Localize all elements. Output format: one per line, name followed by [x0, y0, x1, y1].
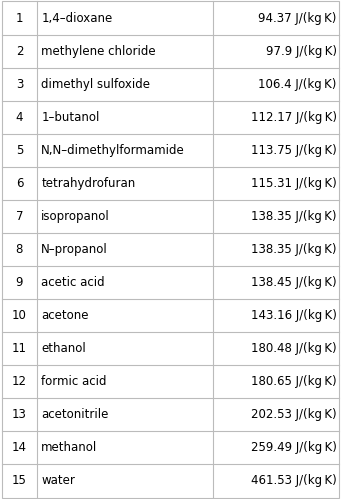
Text: 180.48 J/(kg K): 180.48 J/(kg K) [251, 342, 337, 355]
Text: N,N–dimethylformamide: N,N–dimethylformamide [41, 144, 185, 157]
Text: 1–butanol: 1–butanol [41, 111, 100, 124]
Text: 97.9 J/(kg K): 97.9 J/(kg K) [266, 44, 337, 57]
Text: 138.35 J/(kg K): 138.35 J/(kg K) [251, 243, 337, 256]
Text: 115.31 J/(kg K): 115.31 J/(kg K) [251, 177, 337, 190]
Text: 6: 6 [16, 177, 23, 190]
Text: tetrahydrofuran: tetrahydrofuran [41, 177, 135, 190]
Text: acetic acid: acetic acid [41, 276, 105, 289]
Text: 7: 7 [16, 210, 23, 223]
Text: 15: 15 [12, 475, 27, 488]
Text: 10: 10 [12, 309, 27, 322]
Text: 112.17 J/(kg K): 112.17 J/(kg K) [251, 111, 337, 124]
Text: ethanol: ethanol [41, 342, 86, 355]
Text: 143.16 J/(kg K): 143.16 J/(kg K) [251, 309, 337, 322]
Text: 14: 14 [12, 442, 27, 455]
Text: 1,4–dioxane: 1,4–dioxane [41, 11, 113, 24]
Text: 138.45 J/(kg K): 138.45 J/(kg K) [251, 276, 337, 289]
Text: 5: 5 [16, 144, 23, 157]
Text: formic acid: formic acid [41, 375, 107, 388]
Text: isopropanol: isopropanol [41, 210, 110, 223]
Text: methanol: methanol [41, 442, 98, 455]
Text: 202.53 J/(kg K): 202.53 J/(kg K) [251, 408, 337, 421]
Text: 113.75 J/(kg K): 113.75 J/(kg K) [251, 144, 337, 157]
Text: 3: 3 [16, 78, 23, 91]
Text: 94.37 J/(kg K): 94.37 J/(kg K) [258, 11, 337, 24]
Text: 106.4 J/(kg K): 106.4 J/(kg K) [258, 78, 337, 91]
Text: 11: 11 [12, 342, 27, 355]
Text: 8: 8 [16, 243, 23, 256]
Text: 12: 12 [12, 375, 27, 388]
Text: N–propanol: N–propanol [41, 243, 108, 256]
Text: 9: 9 [16, 276, 23, 289]
Text: acetone: acetone [41, 309, 89, 322]
Text: methylene chloride: methylene chloride [41, 44, 156, 57]
Text: 2: 2 [16, 44, 23, 57]
Text: 13: 13 [12, 408, 27, 421]
Text: 180.65 J/(kg K): 180.65 J/(kg K) [251, 375, 337, 388]
Text: 4: 4 [16, 111, 23, 124]
Text: 1: 1 [16, 11, 23, 24]
Text: 461.53 J/(kg K): 461.53 J/(kg K) [251, 475, 337, 488]
Text: 259.49 J/(kg K): 259.49 J/(kg K) [251, 442, 337, 455]
Text: dimethyl sulfoxide: dimethyl sulfoxide [41, 78, 150, 91]
Text: 138.35 J/(kg K): 138.35 J/(kg K) [251, 210, 337, 223]
Text: water: water [41, 475, 75, 488]
Text: acetonitrile: acetonitrile [41, 408, 109, 421]
